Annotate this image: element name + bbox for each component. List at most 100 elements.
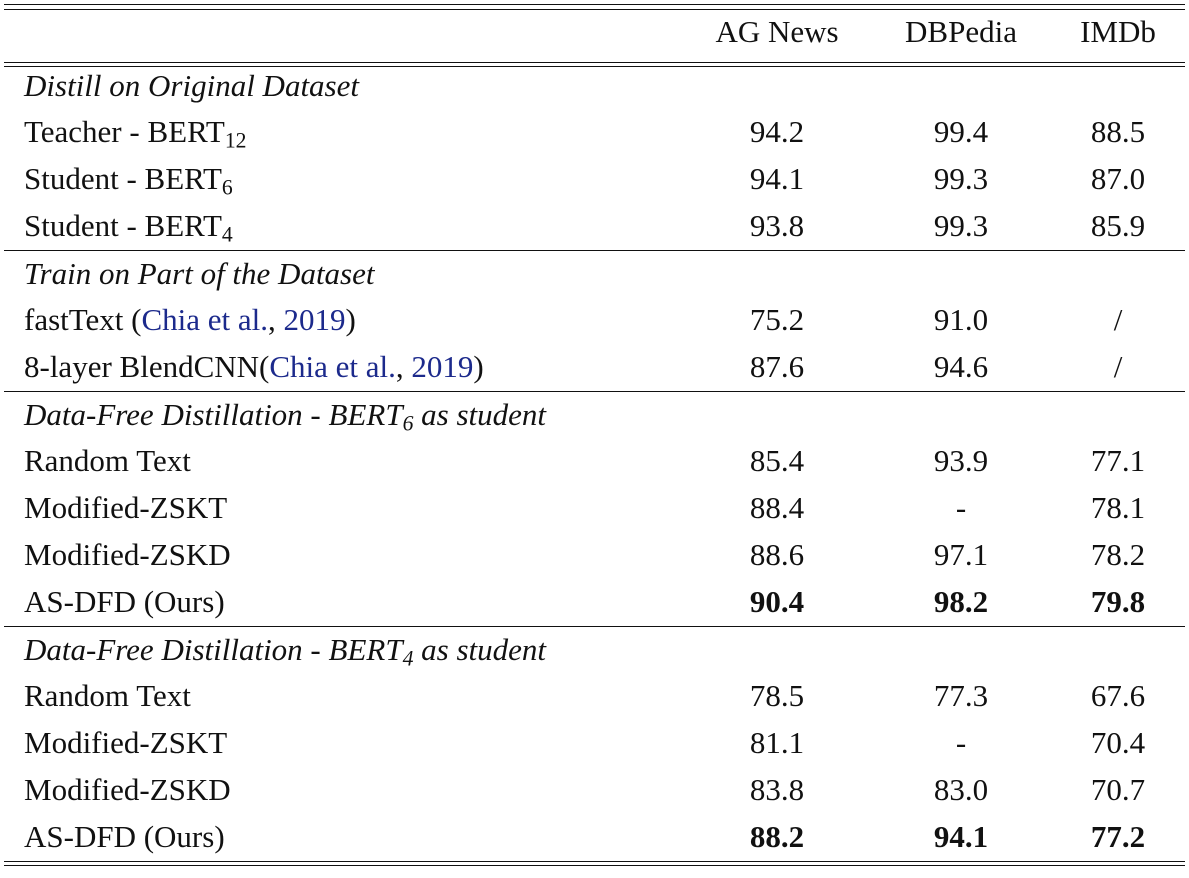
- rule: [4, 626, 1185, 627]
- cell-value: 78.1: [1090, 490, 1146, 525]
- cell-value: 99.4: [933, 114, 989, 149]
- rule: [4, 391, 1185, 392]
- cell-value: 77.1: [1090, 443, 1146, 478]
- text-segment: Modified-ZSKT: [24, 725, 228, 760]
- text-segment: fastText (: [24, 302, 142, 337]
- cell-value: 94.2: [749, 114, 805, 149]
- subscript: 6: [221, 175, 233, 200]
- rule: [4, 861, 1185, 862]
- text-segment: Random Text: [24, 443, 191, 478]
- cell-value: 88.2: [749, 819, 805, 854]
- cell-value: 93.9: [933, 443, 989, 478]
- text-segment: Train on Part of the Dataset: [24, 256, 375, 291]
- cell-value: 97.1: [933, 537, 989, 572]
- cell-value: 98.2: [933, 584, 989, 619]
- text-segment: Modified-ZSKT: [24, 490, 228, 525]
- text-segment: as student: [413, 632, 547, 667]
- rule: [4, 66, 1185, 67]
- cell-value: 77.3: [933, 678, 989, 713]
- rule: [4, 250, 1185, 251]
- text-segment: Data-Free Distillation - BERT: [24, 397, 403, 432]
- cell-value: 78.5: [749, 678, 805, 713]
- text-segment: 8-layer BlendCNN(: [24, 349, 270, 384]
- cell-value: /: [1113, 302, 1123, 337]
- row-label: Student - BERT6: [24, 159, 233, 199]
- cell-value: 79.8: [1090, 584, 1146, 619]
- row-label: Teacher - BERT12: [24, 112, 247, 152]
- text-segment: ): [345, 302, 356, 337]
- text-segment: Student - BERT: [24, 208, 222, 243]
- rule: [4, 4, 1185, 5]
- rule: [4, 62, 1185, 63]
- citation[interactable]: Chia et al.: [141, 302, 269, 337]
- cell-value: 77.2: [1090, 819, 1146, 854]
- section-title: Data-Free Distillation - BERT4 as studen…: [24, 630, 546, 670]
- text-segment: Modified-ZSKD: [24, 772, 231, 807]
- cell-value: 87.0: [1090, 161, 1146, 196]
- cell-value: 99.3: [933, 161, 989, 196]
- row-label: fastText (Chia et al., 2019): [24, 300, 356, 340]
- row-label: Random Text: [24, 676, 191, 716]
- rule: [4, 865, 1185, 866]
- text-segment: AS-DFD (Ours): [24, 584, 225, 619]
- row-label: Modified-ZSKD: [24, 770, 231, 810]
- subscript: 6: [402, 411, 414, 436]
- subscript: 4: [221, 222, 233, 247]
- cell-value: -: [955, 725, 967, 760]
- cell-value: 93.8: [749, 208, 805, 243]
- cell-value: 83.8: [749, 772, 805, 807]
- row-label: Modified-ZSKT: [24, 723, 227, 763]
- row-label: AS-DFD (Ours): [24, 582, 225, 622]
- cell-value: 88.5: [1090, 114, 1146, 149]
- text-segment: Data-Free Distillation - BERT: [24, 632, 403, 667]
- row-label: Modified-ZSKD: [24, 535, 231, 575]
- rule: [4, 9, 1185, 10]
- cell-value: /: [1113, 349, 1123, 384]
- subscript: 4: [402, 646, 414, 671]
- text-segment: Random Text: [24, 678, 191, 713]
- cell-value: 90.4: [749, 584, 805, 619]
- text-segment: Modified-ZSKD: [24, 537, 231, 572]
- text-segment: ,: [395, 349, 412, 384]
- cell-value: 94.1: [933, 819, 989, 854]
- text-segment: as student: [413, 397, 547, 432]
- column-header: AG News: [715, 14, 839, 49]
- cell-value: 88.4: [749, 490, 805, 525]
- citation[interactable]: Chia et al.: [269, 349, 396, 384]
- row-label: Student - BERT4: [24, 206, 233, 246]
- cell-value: 67.6: [1090, 678, 1146, 713]
- cell-value: 70.7: [1090, 772, 1146, 807]
- cell-value: 70.4: [1090, 725, 1146, 760]
- cell-value: 81.1: [749, 725, 805, 760]
- column-header: DBPedia: [905, 14, 1017, 49]
- row-label: 8-layer BlendCNN(Chia et al., 2019): [24, 347, 484, 387]
- cell-value: 87.6: [749, 349, 805, 384]
- cell-value: 78.2: [1090, 537, 1146, 572]
- subscript: 12: [224, 128, 247, 153]
- cell-value: 91.0: [933, 302, 989, 337]
- cell-value: 94.1: [749, 161, 805, 196]
- cell-value: 85.9: [1090, 208, 1146, 243]
- cell-value: -: [955, 490, 967, 525]
- text-segment: Distill on Original Dataset: [24, 68, 359, 103]
- column-header: IMDb: [1080, 14, 1156, 49]
- text-segment: ): [473, 349, 484, 384]
- citation[interactable]: 2019: [411, 349, 474, 384]
- section-title: Distill on Original Dataset: [24, 66, 359, 106]
- text-segment: AS-DFD (Ours): [24, 819, 225, 854]
- text-segment: ,: [268, 302, 284, 337]
- cell-value: 85.4: [749, 443, 805, 478]
- cell-value: 99.3: [933, 208, 989, 243]
- section-title: Train on Part of the Dataset: [24, 254, 375, 294]
- text-segment: Teacher - BERT: [24, 114, 225, 149]
- section-title: Data-Free Distillation - BERT6 as studen…: [24, 395, 546, 435]
- cell-value: 75.2: [749, 302, 805, 337]
- cell-value: 83.0: [933, 772, 989, 807]
- text-segment: Student - BERT: [24, 161, 222, 196]
- row-label: Modified-ZSKT: [24, 488, 227, 528]
- cell-value: 88.6: [749, 537, 805, 572]
- cell-value: 94.6: [933, 349, 989, 384]
- row-label: Random Text: [24, 441, 191, 481]
- citation[interactable]: 2019: [283, 302, 346, 337]
